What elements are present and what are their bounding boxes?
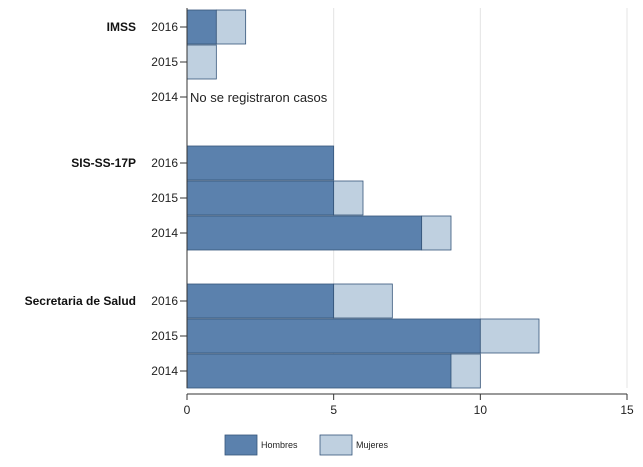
year-label: 2014 [151,364,178,378]
x-tick-label: 5 [330,403,337,417]
year-label: 2016 [151,294,178,308]
bar-mujeres [333,180,364,216]
bar-mujeres [215,9,247,45]
legend-swatch-mujeres [319,434,353,456]
bar-mujeres [450,353,481,389]
bar-mujeres [479,318,540,354]
legend-swatch-hombres [224,434,258,456]
bar-hombres [186,215,423,251]
no-cases-note: No se registraron casos [190,90,328,105]
bar-hombres [186,145,335,181]
x-tick-label: 0 [184,403,191,417]
year-label: 2016 [151,156,178,170]
group-label: IMSS [107,20,136,34]
legend-label: Hombres [261,440,298,450]
x-tick-label: 15 [620,403,634,417]
year-label: 2015 [151,191,178,205]
bar-hombres [186,9,217,45]
year-label: 2014 [151,226,178,240]
bar-mujeres [186,44,217,80]
legend-label: Mujeres [356,440,389,450]
group-label: Secretaria de Salud [25,294,136,308]
bar-hombres [186,318,481,354]
year-label: 2015 [151,55,178,69]
group-label: SIS-SS-17P [71,156,136,170]
year-label: 2015 [151,329,178,343]
bar-mujeres [421,215,452,251]
bar-hombres [186,180,335,216]
bar-mujeres [333,283,393,319]
bar-hombres [186,353,452,389]
year-label: 2014 [151,90,178,104]
x-tick-label: 10 [474,403,488,417]
year-label: 2016 [151,20,178,34]
bar-hombres [186,283,335,319]
